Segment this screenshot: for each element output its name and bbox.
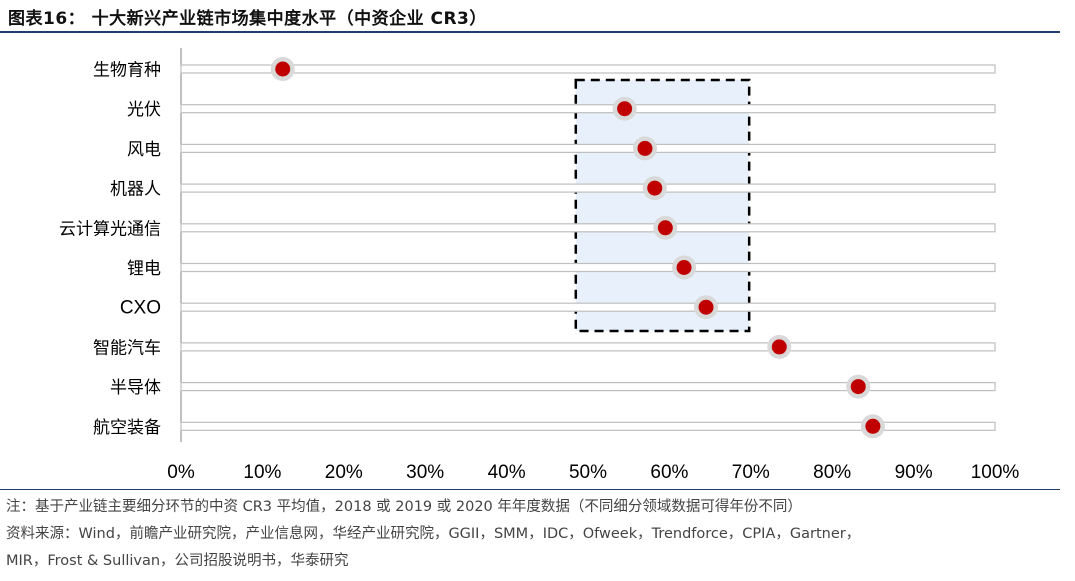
x-tick-label: 40% [488, 462, 526, 483]
x-tick-label: 30% [406, 462, 444, 483]
chart-title: 图表16： 十大新兴产业链市场集中度水平（中资企业 CR3） [8, 9, 487, 29]
source-text-line1: 资料来源：Wind，前瞻产业研究院，产业信息网，华经产业研究院，GGII，SMM… [6, 526, 861, 542]
notes-rule [0, 489, 1060, 490]
category-label: 航空装备 [93, 418, 161, 438]
marker-dot [865, 418, 881, 434]
data-point [642, 176, 667, 201]
marker-dot [771, 339, 787, 355]
x-tick-label: 70% [732, 462, 770, 483]
category-label: 半导体 [110, 378, 161, 398]
x-tick-label: 0% [167, 462, 195, 483]
data-point [270, 57, 295, 81]
marker-dot [647, 180, 663, 196]
track-7 [180, 342, 996, 352]
category-label: 机器人 [110, 180, 161, 200]
data-point [694, 295, 719, 320]
track-6 [180, 302, 996, 312]
marker-dot [657, 220, 673, 236]
chart-notes: 注：基于产业链主要细分环节的中资 CR3 平均值，2018 或 2019 或 2… [6, 494, 1066, 575]
category-label: CXO [120, 298, 161, 319]
x-tick-label: 100% [971, 462, 1020, 483]
marker-dot [275, 61, 291, 77]
source-text-line2: MIR，Frost & Sullivan，公司招股说明书，华泰研究 [6, 553, 349, 569]
track-1 [180, 104, 996, 114]
x-tick-label: 20% [325, 462, 363, 483]
marker-dot [698, 299, 714, 315]
marker-dot [617, 101, 633, 117]
marker-dot [637, 140, 653, 156]
data-point [612, 96, 637, 121]
track-3 [180, 183, 996, 193]
track-4 [180, 223, 996, 233]
x-tick-label: 80% [813, 462, 851, 483]
data-point [653, 215, 678, 240]
category-label: 云计算光通信 [59, 219, 161, 239]
marker-dot [676, 260, 692, 275]
x-tick-label: 50% [569, 462, 607, 483]
x-tick-label: 90% [895, 462, 933, 483]
x-tick-label: 10% [243, 462, 281, 483]
track-5 [180, 262, 996, 273]
track-2 [180, 143, 996, 154]
x-tick-label: 60% [650, 462, 688, 483]
track-8 [180, 382, 996, 392]
track-0 [180, 64, 996, 74]
note-text: 注：基于产业链主要细分环节的中资 CR3 平均值，2018 或 2019 或 2… [6, 499, 802, 515]
data-point [767, 334, 792, 359]
category-label: 光伏 [127, 100, 161, 120]
highlight-box [574, 78, 751, 333]
data-point [860, 414, 885, 439]
marker-dot [850, 379, 866, 395]
category-label: 生物育种 [93, 61, 161, 81]
category-label: 锂电 [127, 259, 161, 279]
category-label: 智能汽车 [93, 338, 161, 358]
title-rule [0, 31, 1060, 33]
data-point [672, 255, 697, 280]
data-point [846, 374, 871, 399]
category-label: 风电 [127, 140, 161, 160]
track-9 [180, 421, 996, 431]
data-point [632, 136, 657, 161]
